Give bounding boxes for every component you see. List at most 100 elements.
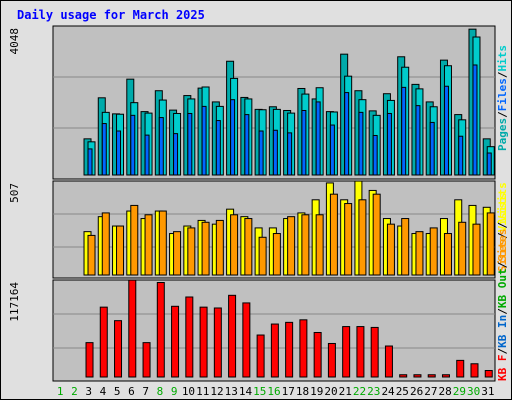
bar-files	[258, 130, 264, 176]
bar-files	[358, 111, 364, 176]
x-tick-label: 18	[296, 385, 309, 398]
bar-kbf	[270, 323, 279, 378]
bar-kbf	[242, 302, 251, 378]
bar-files	[101, 123, 107, 176]
bar-files	[344, 92, 350, 176]
x-tick-label: 22	[353, 385, 366, 398]
legend-bottom-part: /	[496, 222, 509, 229]
legend-bottom-part: KB F	[496, 355, 509, 382]
panel-middle-ymax-label: 507	[8, 183, 21, 203]
bar-sites	[287, 216, 296, 276]
x-tick-label: 27	[424, 385, 437, 398]
bar-sites	[230, 214, 239, 276]
bar-files	[472, 64, 478, 176]
legend-bottom-part: /	[496, 348, 509, 355]
bar-kbf	[171, 305, 180, 378]
legend-top-part: /	[496, 71, 509, 78]
bar-kbf	[299, 319, 308, 378]
x-tick-label: 28	[438, 385, 451, 398]
x-tick-label: 9	[171, 385, 178, 398]
bar-kbf	[370, 326, 379, 378]
bar-files	[458, 135, 464, 176]
bar-kbf	[441, 374, 450, 378]
bar-kbf	[356, 326, 365, 378]
x-tick-label: 21	[339, 385, 352, 398]
legend-middle-part: Sites	[496, 239, 509, 272]
x-tick-label: 29	[453, 385, 466, 398]
bar-files	[315, 101, 321, 176]
x-tick-label: 13	[225, 385, 238, 398]
legend-top: Pages/Files/Hits	[496, 45, 509, 151]
bar-kbf	[342, 326, 351, 378]
x-tick-label: 7	[142, 385, 149, 398]
x-tick-label: 12	[210, 385, 223, 398]
bar-files	[372, 134, 378, 176]
x-tick-label: 19	[310, 385, 323, 398]
bar-files	[443, 85, 449, 176]
bar-kbf	[285, 321, 294, 378]
x-tick-label: 1	[57, 385, 64, 398]
bar-files	[173, 133, 179, 176]
bar-sites	[458, 221, 467, 276]
bar-sites	[244, 218, 253, 276]
legend-top-part: /	[496, 111, 509, 118]
x-tick-label: 5	[114, 385, 121, 398]
bar-files	[87, 148, 93, 176]
x-tick-label: 20	[324, 385, 337, 398]
bar-sites	[144, 214, 153, 276]
bar-sites	[215, 219, 224, 276]
x-tick-label: 10	[182, 385, 195, 398]
bar-kbf	[85, 342, 94, 378]
x-tick-label: 26	[410, 385, 423, 398]
bar-sites	[329, 193, 338, 276]
x-tick-label: 30	[467, 385, 480, 398]
legend-bottom-part: KB In	[496, 315, 509, 348]
bar-kbf	[185, 296, 194, 378]
bar-sites	[301, 214, 310, 276]
bar-sites	[372, 193, 381, 276]
bar-sites	[87, 234, 96, 276]
bar-kbf	[199, 306, 208, 378]
bar-sites	[401, 218, 410, 276]
bar-sites	[101, 212, 110, 276]
x-tick-label: 11	[196, 385, 209, 398]
bar-kbf	[327, 342, 336, 378]
bar-kbf	[128, 279, 137, 378]
bar-sites	[173, 231, 182, 276]
x-tick-label: 15	[253, 385, 266, 398]
bar-files	[201, 105, 207, 176]
bar-sites	[116, 225, 125, 276]
bar-sites	[187, 227, 196, 276]
panel-bottom-ymax-label: 117164	[8, 282, 21, 322]
x-tick-label: 16	[267, 385, 280, 398]
bar-sites	[386, 223, 395, 276]
legend-bottom-part: Visits	[496, 182, 509, 222]
x-tick-label: 4	[100, 385, 107, 398]
bar-files	[144, 134, 150, 176]
bar-kbf	[99, 306, 108, 378]
legend-bottom: KB F/KB In/KB Out/Sites/Visits	[496, 182, 509, 381]
bar-kbf	[470, 363, 479, 378]
bar-files	[215, 120, 221, 176]
bar-files	[244, 114, 250, 176]
chart-title: Daily usage for March 2025	[17, 8, 205, 22]
bar-sites	[130, 204, 139, 276]
bar-kbf	[156, 282, 165, 378]
x-tick-label: 17	[282, 385, 295, 398]
bar-files	[130, 114, 136, 176]
panel-top-ymax-label: 4048	[8, 28, 21, 55]
bar-sites	[358, 199, 367, 276]
bar-files	[301, 109, 307, 176]
bar-kbf	[427, 374, 436, 378]
bar-sites	[443, 233, 452, 276]
bar-kbf	[228, 294, 237, 378]
x-tick-label: 6	[128, 385, 135, 398]
legend-bottom-part: /	[496, 261, 509, 268]
x-tick-label: 8	[157, 385, 164, 398]
legend-bottom-part: /	[496, 308, 509, 315]
bar-kbf	[413, 374, 422, 378]
bar-files	[401, 86, 407, 176]
bar-sites	[472, 223, 481, 276]
bar-kbf	[484, 370, 493, 378]
